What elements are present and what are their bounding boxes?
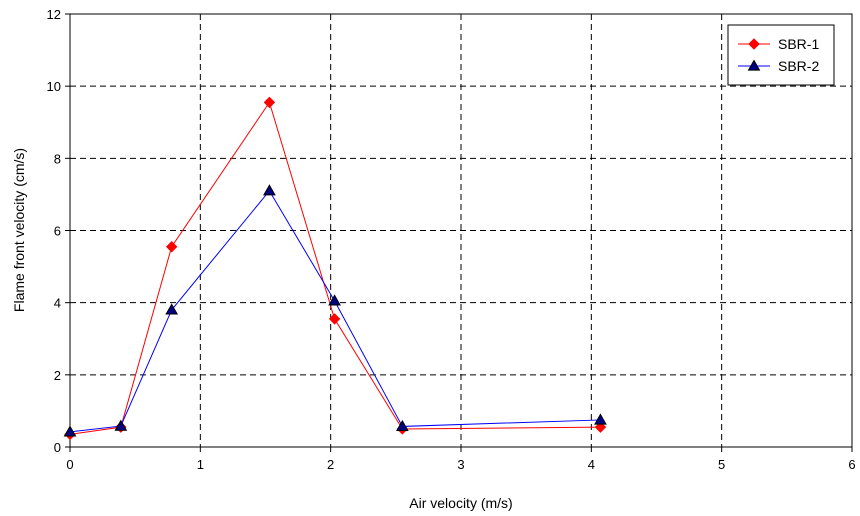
y-tick-label: 4 <box>54 296 61 311</box>
y-tick-label: 10 <box>47 79 61 94</box>
y-axis-title: Flame front velocity (cm/s) <box>11 148 27 312</box>
x-tick-label: 2 <box>327 457 334 472</box>
data-point <box>263 184 276 196</box>
legend-box <box>727 24 835 86</box>
legend-label: SBR-2 <box>778 58 819 74</box>
data-point <box>594 413 607 425</box>
series-layer <box>63 96 607 441</box>
data-point <box>594 421 607 433</box>
legend-marker <box>747 59 761 71</box>
x-tick-label: 3 <box>457 457 464 472</box>
y-tick-label: 12 <box>47 7 61 22</box>
y-tick-label: 2 <box>54 368 61 383</box>
x-tick-label: 4 <box>588 457 595 472</box>
legend-entry: SBR-2 <box>738 58 819 74</box>
data-point <box>328 313 341 325</box>
data-point <box>165 241 178 253</box>
x-tick-label: 5 <box>718 457 725 472</box>
y-tick-label: 0 <box>54 440 61 455</box>
x-tick-label: 6 <box>848 457 855 472</box>
x-axis-title: Air velocity (m/s) <box>409 495 512 511</box>
data-point <box>114 419 128 431</box>
legend-marker <box>748 38 760 50</box>
gridlines <box>70 14 852 447</box>
y-tick-label: 8 <box>54 151 61 166</box>
data-point <box>263 96 276 109</box>
x-tick-label: 1 <box>197 457 204 472</box>
data-point <box>328 294 341 306</box>
data-point <box>395 419 409 432</box>
legend-entry: SBR-1 <box>738 36 819 52</box>
legend: SBR-1 SBR-2 <box>727 24 835 86</box>
series-sbr-2 <box>63 184 607 437</box>
data-point <box>63 425 77 437</box>
x-tick-label: 0 <box>66 457 73 472</box>
data-point <box>165 303 179 315</box>
y-tick-label: 6 <box>54 224 61 239</box>
legend-label: SBR-1 <box>778 36 819 52</box>
